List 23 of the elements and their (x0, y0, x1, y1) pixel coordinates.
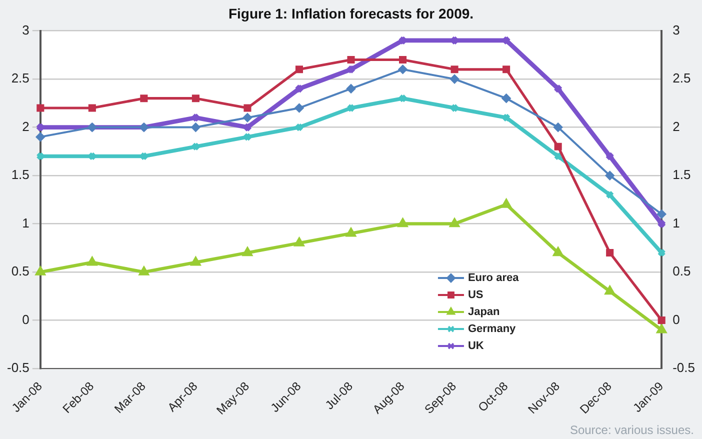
y2-tick-label: 0.5 (672, 264, 691, 279)
y2-tick-label: 0 (672, 312, 680, 327)
y-tick-label: 0 (22, 312, 30, 327)
y2-tick-label: 2 (672, 118, 680, 134)
y-tick-label: 2.5 (11, 70, 30, 86)
y-tick-label: 1.5 (11, 167, 30, 182)
y2-tick-label: 1.5 (672, 167, 691, 182)
y-tick-label: -0.5 (6, 360, 30, 376)
chart-title: Figure 1: Inflation forecasts for 2009. (228, 5, 474, 22)
legend-label: US (468, 289, 484, 302)
legend-label: UK (468, 340, 484, 352)
source-note: Source: various issues. (570, 423, 694, 437)
y-tick-label: 1 (22, 215, 30, 230)
y2-tick-label: -0.5 (672, 360, 696, 376)
legend-label: Germany (468, 323, 517, 336)
legend-label: Japan (468, 306, 500, 318)
y-tick-label: 3 (22, 22, 30, 38)
y2-tick-label: 1 (672, 215, 680, 230)
y-tick-label: 2 (22, 118, 30, 134)
legend-label: Euro area (468, 272, 520, 284)
y2-tick-label: 3 (672, 22, 680, 38)
y-tick-label: 0.5 (11, 264, 30, 279)
y2-tick-label: 2.5 (672, 70, 691, 86)
